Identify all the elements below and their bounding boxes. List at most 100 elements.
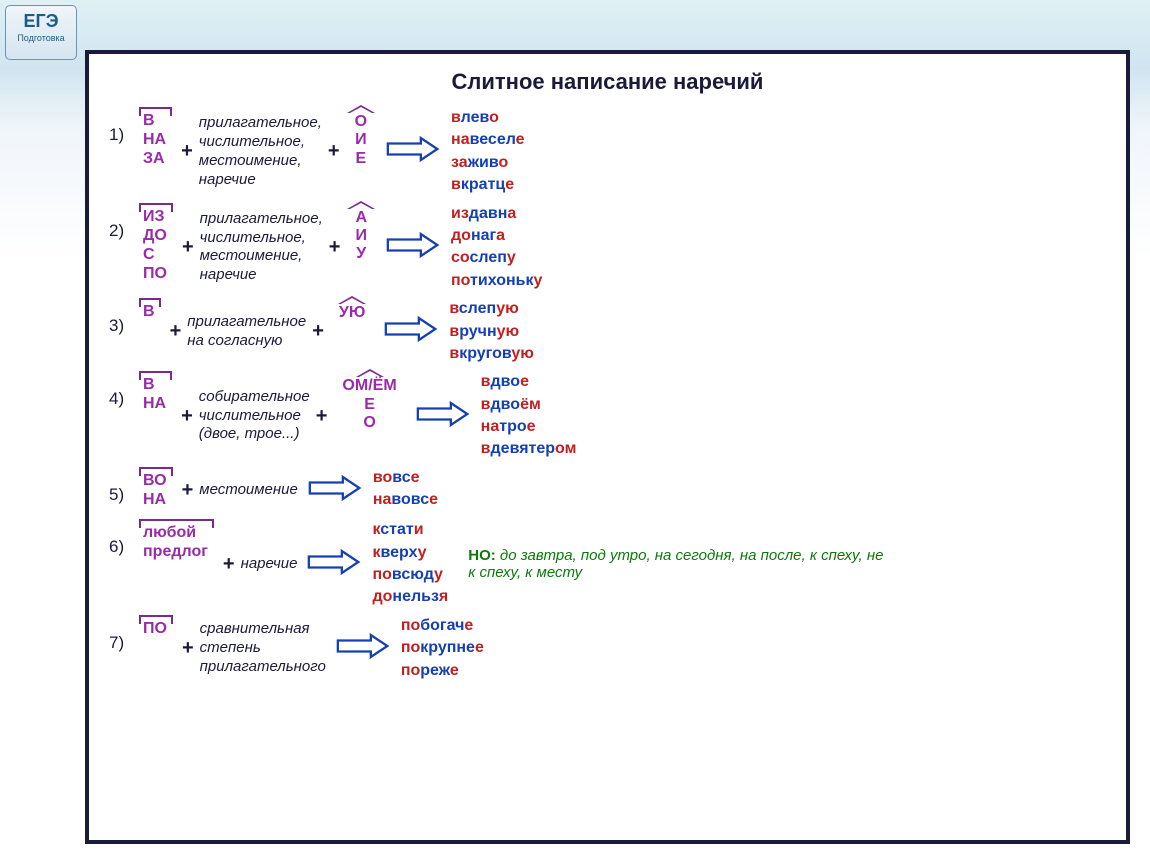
plus-sign: +: [181, 405, 193, 428]
rule-row: 5)ВОНА + местоимение вовсенавовсе: [109, 467, 1106, 513]
example-word: натрое: [481, 416, 577, 438]
arrow-wrap: [374, 316, 449, 347]
example-word: побогаче: [401, 615, 484, 637]
plus-sign: +: [170, 320, 182, 343]
prefix-text: НА: [143, 394, 166, 413]
prefix-group: ВОНА: [139, 467, 173, 513]
rule-description: прилагательноена согласную: [187, 313, 306, 351]
plus-sign: +: [182, 637, 194, 660]
arrow-icon: [336, 633, 391, 659]
arrow-icon: [386, 232, 441, 258]
suffix-text: ОМ/ЁМ: [342, 377, 396, 395]
suffix-group: ОИЕ: [350, 107, 372, 171]
prefix-text: ПО: [143, 619, 167, 638]
rule-description: местоимение: [199, 481, 298, 500]
examples-list: кстатикверхуповсюдудонельзя: [372, 519, 448, 609]
example-word: потихоньку: [451, 270, 542, 292]
rule-description: сравнительнаястепеньприлагательного: [200, 620, 326, 676]
ege-badge: ЕГЭ Подготовка: [5, 5, 77, 60]
suffix-text: УЮ: [339, 304, 365, 322]
prefix-group: ПО: [139, 615, 173, 642]
examples-list: влевонавеселезаживовкратце: [451, 107, 525, 197]
rule-number: 6): [109, 519, 139, 557]
prefix-text: НА: [143, 490, 166, 509]
plus-sign: +: [312, 320, 324, 343]
plus-sign: +: [329, 236, 341, 259]
suffix-text: Е: [364, 396, 375, 414]
example-word: донага: [451, 225, 542, 247]
prefix-group: В: [139, 298, 161, 325]
suffix-group: ОМ/ЁМЕО: [337, 371, 401, 435]
suffix-text: Е: [355, 150, 366, 168]
page-title: Слитное написание наречий: [109, 69, 1106, 95]
arrow-icon: [307, 549, 362, 575]
prefix-text: В: [143, 111, 155, 130]
prefix-group: ВНАЗА: [139, 107, 172, 173]
example-word: донельзя: [372, 586, 448, 608]
rule-row: 3)В+прилагательноена согласную+УЮ вслепу…: [109, 298, 1106, 365]
prefix-text: С: [143, 245, 155, 264]
plus-sign: +: [182, 236, 194, 259]
example-word: вкруговую: [449, 343, 534, 365]
rule-number: 2): [109, 203, 139, 241]
arrow-icon: [384, 316, 439, 342]
prefix-text: ПО: [143, 264, 167, 283]
example-word: вдвоём: [481, 394, 577, 416]
examples-list: побогачепокрупнеепореже: [401, 615, 484, 682]
plus-sign: +: [316, 405, 328, 428]
arrow-wrap: [376, 232, 451, 263]
arrow-wrap: [298, 475, 373, 506]
prefix-text: НА: [143, 130, 166, 149]
suffix-text: И: [355, 227, 367, 245]
arrow-wrap: [297, 549, 372, 580]
prefix-text: ИЗ: [143, 207, 165, 226]
plus-sign: +: [328, 140, 340, 163]
plus-sign: +: [181, 140, 193, 163]
example-word: вручную: [449, 321, 534, 343]
plus-sign: +: [182, 479, 194, 502]
rule-number: 7): [109, 615, 139, 653]
examples-list: вслепуювручнуювкруговую: [449, 298, 534, 365]
example-word: покрупнее: [401, 637, 484, 659]
example-word: заживо: [451, 152, 525, 174]
content-frame: Слитное написание наречий 1)ВНАЗА+прилаг…: [85, 50, 1130, 844]
suffix-text: А: [355, 209, 367, 227]
rule-number: 4): [109, 371, 139, 409]
prefix-group: ВНА: [139, 371, 172, 417]
rule-row: 7)ПО + сравнительнаястепеньприлагательного…: [109, 615, 1106, 682]
example-word: кстати: [372, 519, 448, 541]
arrow-icon: [308, 475, 363, 501]
exception-note: НО: до завтра, под утро, на сегодня, на …: [468, 547, 888, 581]
suffix-text: И: [355, 131, 367, 149]
arrow-icon: [416, 401, 471, 427]
prefix-group: любойпредлог: [139, 519, 214, 565]
example-word: вдевятером: [481, 438, 577, 460]
prefix-group: ИЗДОСПО: [139, 203, 173, 288]
rule-number: 5): [109, 467, 139, 505]
rule-row: 4)ВНА + собирательноечислительное(двое, тр…: [109, 371, 1106, 461]
rule-description: собирательноечислительное(двое, трое...): [199, 388, 310, 444]
example-word: вслепую: [449, 298, 534, 320]
arrow-wrap: [326, 633, 401, 664]
example-word: повсюду: [372, 564, 448, 586]
arrow-wrap: [406, 401, 481, 432]
suffix-group: АИУ: [350, 203, 372, 267]
prefix-text: предлог: [143, 542, 208, 561]
rule-row: 1)ВНАЗА + прилагательное,числительное,мест…: [109, 107, 1106, 197]
examples-list: вовсенавовсе: [373, 467, 438, 512]
rule-row: 6)любойпредлог+наречие кстатикверхуповсю…: [109, 519, 1106, 609]
badge-title: ЕГЭ: [6, 11, 76, 32]
rule-description: прилагательное,числительное,местоимение,…: [199, 114, 322, 189]
example-word: вовсе: [373, 467, 438, 489]
example-word: сослепу: [451, 247, 542, 269]
prefix-text: В: [143, 375, 155, 394]
example-word: навовсе: [373, 489, 438, 511]
rule-number: 3): [109, 298, 139, 336]
suffix-group: УЮ: [334, 298, 370, 325]
badge-subtitle: Подготовка: [6, 33, 76, 43]
rule-number: 1): [109, 107, 139, 145]
rule-description: наречие: [241, 555, 298, 574]
prefix-text: ЗА: [143, 149, 165, 168]
suffix-text: У: [356, 245, 366, 263]
prefix-text: ДО: [143, 226, 167, 245]
